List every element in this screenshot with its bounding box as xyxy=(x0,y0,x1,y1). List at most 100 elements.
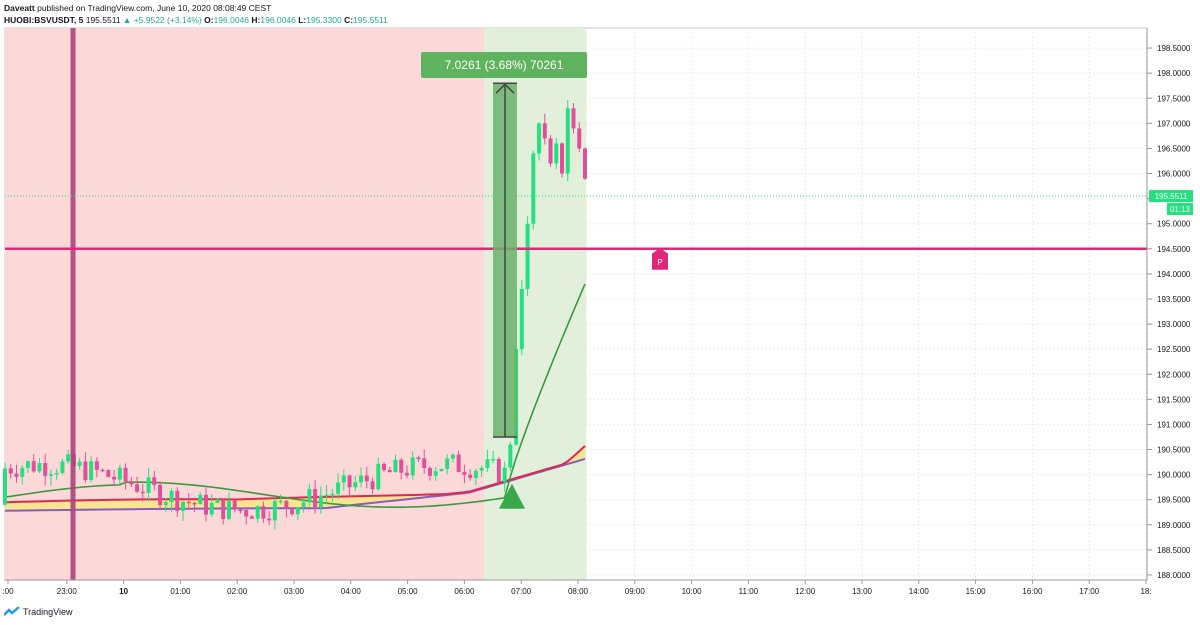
candle-body xyxy=(542,123,547,139)
candle-body xyxy=(100,469,105,472)
candle-body xyxy=(462,471,467,475)
candle-body xyxy=(295,507,300,515)
candle-body xyxy=(456,454,461,472)
candle-body xyxy=(399,459,404,473)
measurement-arrow-head xyxy=(495,83,515,94)
candle-body xyxy=(427,468,432,476)
candle-body xyxy=(152,477,157,485)
y-tick-label: 198.5000 xyxy=(1157,44,1191,53)
candle-body xyxy=(3,468,7,505)
open-label: O: xyxy=(204,15,214,25)
candle-body xyxy=(382,463,387,471)
y-tick-label: 196.5000 xyxy=(1157,144,1191,153)
x-tick-label: 11:00 xyxy=(739,587,759,596)
candle-body xyxy=(439,468,444,472)
open-value: 196.0046 xyxy=(213,15,250,25)
candle-body xyxy=(112,476,117,480)
candle-body xyxy=(198,494,203,505)
price-change: ▲ +5.9522 (+3.14%) xyxy=(122,15,202,25)
candle-body xyxy=(117,467,122,480)
y-tick-label: 190.0000 xyxy=(1157,471,1191,480)
candle-body xyxy=(537,123,542,154)
candle-body xyxy=(186,501,191,504)
candle-body xyxy=(433,471,438,476)
candle-body xyxy=(203,494,208,515)
drawing-overlays: P 7.0261 (3.68%) 70261 xyxy=(5,28,1147,580)
candle-body xyxy=(548,138,553,164)
close-label: C: xyxy=(344,15,354,25)
x-tick-label: 17:00 xyxy=(1079,587,1100,596)
candle-body xyxy=(209,502,214,515)
candle-body xyxy=(445,458,450,469)
candle-body xyxy=(473,470,478,478)
y-tick-label: 193.0000 xyxy=(1157,320,1191,329)
brand-name[interactable]: TradingView xyxy=(23,607,73,617)
candle-body xyxy=(301,502,306,508)
candle-body xyxy=(146,477,151,493)
x-tick-label: 15:00 xyxy=(966,587,987,596)
candle-body xyxy=(238,509,243,512)
symbol-line: HUOBI:BSVUSDT, 5 195.5511 ▲ +5.9522 (+3.… xyxy=(4,14,388,26)
y-tick-label: 188.5000 xyxy=(1157,546,1191,555)
publish-line: Daveatt published on TradingView.com, Ju… xyxy=(4,2,388,14)
countdown-tag xyxy=(1167,203,1193,216)
candle-body xyxy=(508,444,513,468)
countdown-tag-label: 01:13 xyxy=(1170,205,1191,214)
candle-body xyxy=(226,500,231,520)
candle-body xyxy=(353,482,358,488)
author-name[interactable]: Daveatt xyxy=(4,3,35,13)
candle-body xyxy=(341,475,346,483)
chart-header: Daveatt published on TradingView.com, Ju… xyxy=(4,2,388,26)
candle-body xyxy=(485,459,490,469)
last-price-tag xyxy=(1149,190,1193,203)
candle-body xyxy=(20,467,25,477)
candle-body xyxy=(468,474,473,478)
candle-body xyxy=(347,475,352,488)
candle-body xyxy=(359,475,364,483)
ema-fast-line xyxy=(4,283,586,509)
candle-body xyxy=(89,461,94,481)
candle-body xyxy=(244,509,249,517)
y-tick-label: 194.5000 xyxy=(1157,245,1191,254)
candle-body xyxy=(37,463,42,472)
y-tick-label: 194.0000 xyxy=(1157,270,1191,279)
x-tick-label: 03:00 xyxy=(284,587,305,596)
candle-body xyxy=(531,153,536,224)
buy-signal-triangle xyxy=(499,483,525,509)
y-tick-label: 196.0000 xyxy=(1157,170,1191,179)
x-tick-label: 04:00 xyxy=(341,587,362,596)
x-tick-label: 12:00 xyxy=(795,587,816,596)
candle-body xyxy=(284,500,289,509)
last-price-tag-label: 195.5511 xyxy=(1155,192,1188,201)
y-tick-label: 191.5000 xyxy=(1157,395,1191,404)
x-tick-label: 10 xyxy=(119,587,128,596)
x-tick-label: 09:00 xyxy=(625,587,646,596)
x-tick-label: 02:00 xyxy=(227,587,248,596)
x-tick-label: 05:00 xyxy=(398,587,419,596)
candle-body xyxy=(181,501,186,511)
y-tick-label: 189.5000 xyxy=(1157,496,1191,505)
y-tick-label: 197.5000 xyxy=(1157,94,1191,103)
y-tick-label: 197.0000 xyxy=(1157,119,1191,128)
candle-body xyxy=(272,501,277,521)
y-tick-label: 193.5000 xyxy=(1157,295,1191,304)
candle-body xyxy=(290,508,295,515)
candle-body xyxy=(410,457,415,476)
candle-body xyxy=(404,472,409,476)
measurement-label-box xyxy=(421,52,587,78)
symbol-name[interactable]: HUOBI:BSVUSDT, 5 xyxy=(4,15,84,25)
x-tick-label: 14:00 xyxy=(909,587,930,596)
candle-body xyxy=(48,474,53,476)
x-tick-label: 23:00 xyxy=(57,587,78,596)
x-tick-label: 07:00 xyxy=(511,587,532,596)
candle-body xyxy=(129,481,134,485)
measurement-label-text: 7.0261 (3.68%) 70261 xyxy=(445,58,564,72)
candle-body xyxy=(232,500,237,510)
candle-body xyxy=(554,143,559,164)
candle-body xyxy=(192,502,197,505)
y-tick-label: 192.0000 xyxy=(1157,370,1191,379)
candle-body xyxy=(416,457,421,459)
candle-body xyxy=(450,454,455,459)
candle-body xyxy=(336,482,341,494)
